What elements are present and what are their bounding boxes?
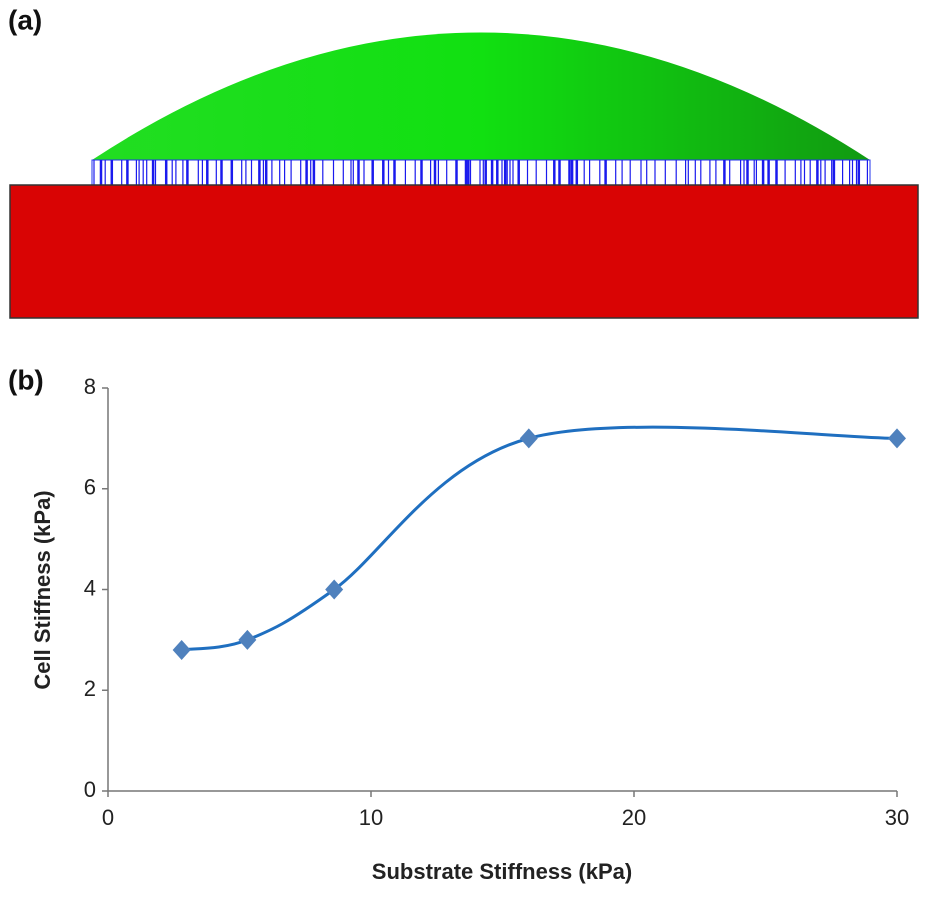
- y-tick-label: 8: [84, 374, 96, 399]
- x-tick-label: 0: [102, 805, 114, 830]
- panel-label: (a): [8, 4, 42, 35]
- substrate: [9, 184, 919, 319]
- x-axis-title: Substrate Stiffness (kPa): [372, 859, 632, 884]
- x-tick-label: 20: [622, 805, 646, 830]
- y-axis-title: Cell Stiffness (kPa): [30, 490, 55, 689]
- y-tick-label: 6: [84, 475, 96, 500]
- x-tick-label: 30: [885, 805, 909, 830]
- panel-label: (b): [8, 364, 44, 395]
- x-tick-label: 10: [359, 805, 383, 830]
- series-line: [181, 425, 898, 652]
- cell-dome: [92, 32, 870, 160]
- point: [238, 629, 257, 650]
- point: [888, 428, 906, 449]
- point: [325, 579, 344, 600]
- point: [519, 428, 538, 449]
- y-tick-label: 2: [84, 676, 96, 701]
- point: [172, 639, 191, 660]
- y-tick-label: 0: [84, 777, 96, 802]
- y-tick-label: 4: [84, 575, 96, 600]
- adhesion-layer: [91, 159, 871, 186]
- adhesion-bonds: [93, 160, 869, 185]
